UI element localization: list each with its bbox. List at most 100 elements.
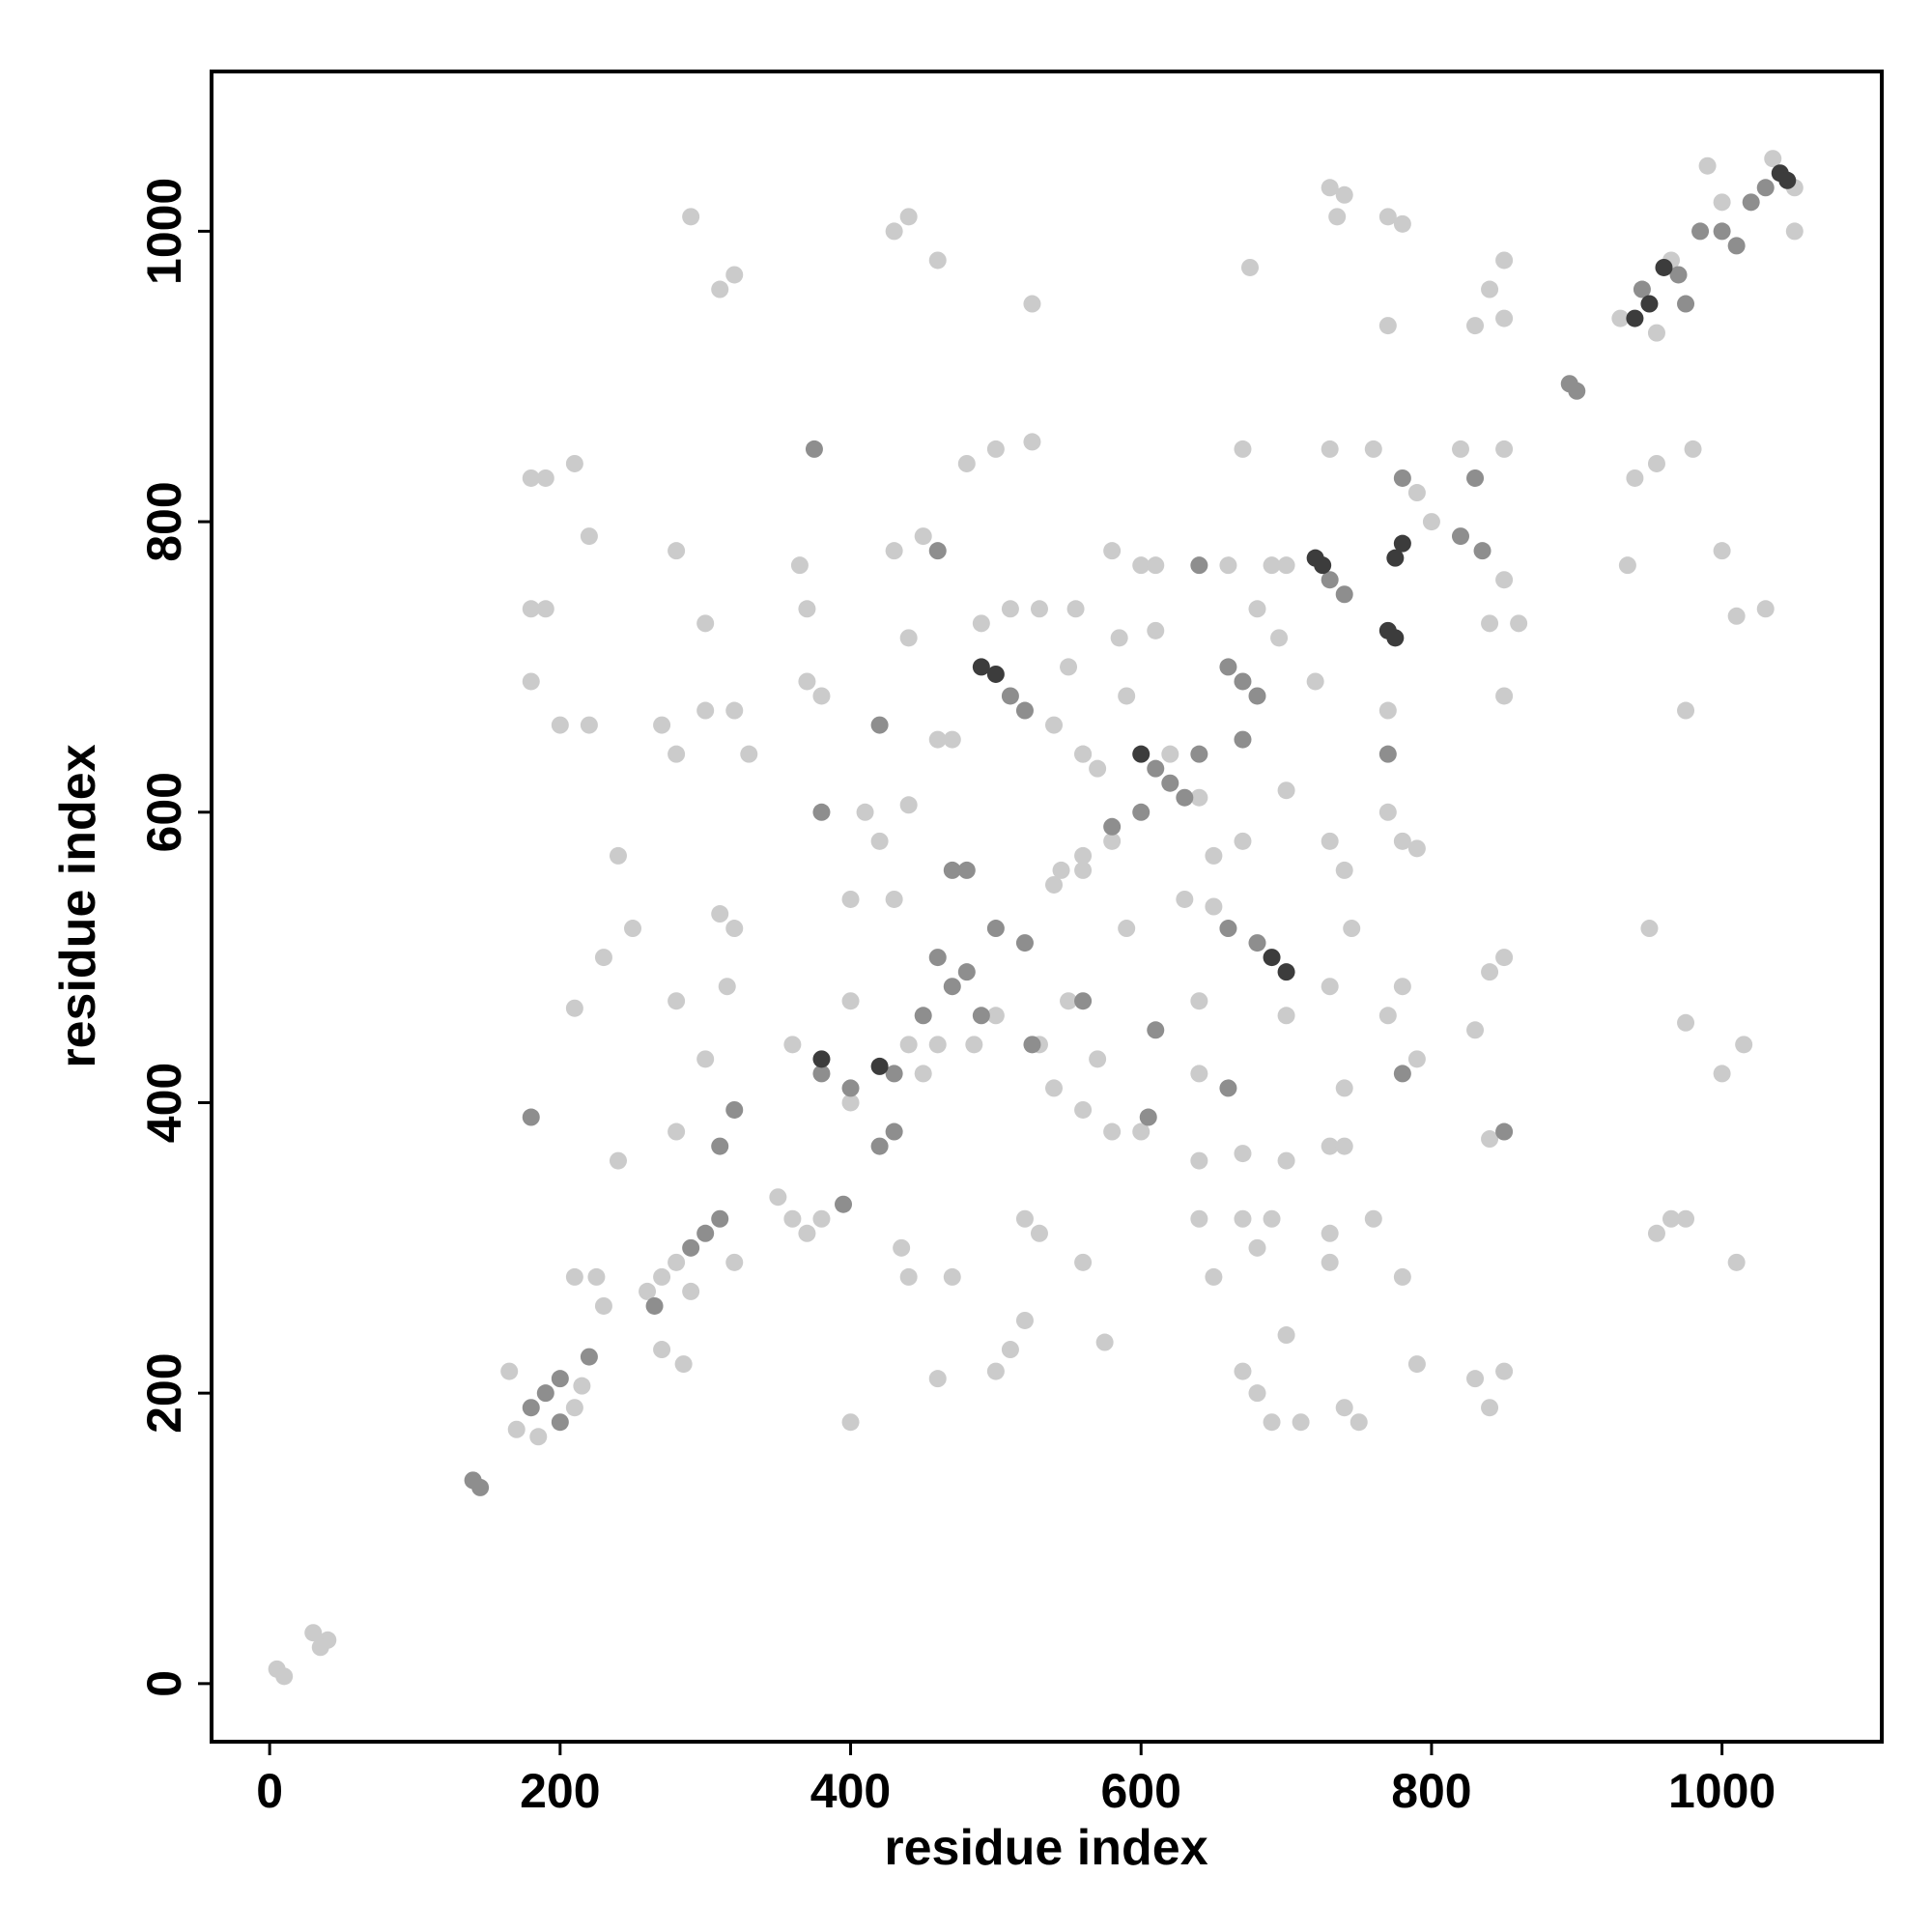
point	[1190, 992, 1208, 1010]
point	[1030, 600, 1048, 618]
point	[1495, 687, 1514, 705]
point	[1727, 1253, 1746, 1271]
point	[1495, 949, 1514, 967]
point	[957, 861, 976, 879]
point	[1001, 687, 1019, 705]
point	[783, 1036, 802, 1054]
point	[957, 454, 976, 472]
point	[1378, 317, 1397, 335]
point	[1713, 542, 1731, 560]
point	[805, 440, 823, 458]
point	[1240, 258, 1259, 276]
point	[1190, 1151, 1208, 1170]
point	[1727, 237, 1746, 255]
point	[1378, 745, 1397, 763]
point	[1190, 556, 1208, 575]
point	[1161, 774, 1179, 792]
point	[668, 992, 686, 1010]
point	[674, 1355, 693, 1374]
point	[1023, 1036, 1041, 1054]
point	[1190, 1209, 1208, 1228]
point	[1335, 185, 1353, 204]
point	[1691, 222, 1710, 241]
point	[1393, 1065, 1411, 1083]
point	[1321, 179, 1339, 197]
point	[1713, 222, 1731, 241]
point	[1132, 556, 1151, 575]
point	[1677, 701, 1695, 720]
point	[1393, 214, 1411, 233]
point	[1451, 527, 1469, 546]
point	[885, 1122, 903, 1141]
point	[1640, 920, 1659, 938]
point	[870, 832, 889, 850]
y-tick-label: 600	[137, 772, 191, 852]
point	[580, 716, 598, 734]
point	[1263, 556, 1281, 575]
point	[1132, 1122, 1151, 1141]
point	[1052, 861, 1070, 879]
point	[1277, 963, 1295, 981]
point	[1495, 571, 1514, 589]
point	[1618, 556, 1636, 575]
point	[1393, 534, 1411, 553]
point	[1378, 208, 1397, 226]
point	[885, 542, 903, 560]
point	[783, 1209, 802, 1228]
point	[1321, 1137, 1339, 1155]
point	[1393, 1267, 1411, 1286]
point	[1190, 745, 1208, 763]
point	[1045, 875, 1064, 894]
point	[1422, 513, 1440, 531]
point	[1176, 788, 1194, 807]
point	[522, 1108, 540, 1126]
point	[1132, 745, 1151, 763]
point	[1292, 1413, 1310, 1432]
point	[1248, 600, 1266, 618]
point	[594, 949, 612, 967]
point	[1045, 716, 1064, 734]
point	[711, 1209, 729, 1228]
x-tick-label: 600	[1101, 1764, 1181, 1818]
point	[580, 527, 598, 546]
point	[870, 1057, 889, 1075]
point	[899, 796, 918, 814]
point	[943, 730, 961, 749]
point	[1662, 1209, 1680, 1228]
x-tick-label: 200	[520, 1764, 600, 1818]
point	[522, 600, 540, 618]
point	[835, 1195, 853, 1213]
point	[522, 1399, 540, 1417]
point	[1132, 803, 1151, 821]
point	[725, 1253, 744, 1271]
point	[1364, 1209, 1382, 1228]
point	[1263, 949, 1281, 967]
point	[841, 1094, 860, 1112]
point	[565, 1399, 583, 1417]
point	[870, 1137, 889, 1155]
point	[1277, 1326, 1295, 1345]
point	[943, 978, 961, 996]
point	[841, 1413, 860, 1432]
plot-frame	[210, 70, 1884, 1744]
point	[1647, 1224, 1665, 1242]
y-tick-label: 1000	[137, 178, 191, 285]
point	[711, 1137, 729, 1155]
point	[551, 1370, 569, 1388]
point	[841, 890, 860, 908]
point	[565, 999, 583, 1017]
point	[812, 803, 831, 821]
point	[682, 1282, 700, 1300]
point	[1321, 1224, 1339, 1242]
point	[653, 1267, 671, 1286]
point	[1451, 440, 1469, 458]
point	[696, 614, 715, 633]
point	[507, 1420, 526, 1438]
point	[522, 469, 540, 487]
point	[1481, 963, 1499, 981]
point	[790, 556, 809, 575]
point	[1147, 759, 1165, 778]
point	[1481, 280, 1499, 298]
point	[1248, 1238, 1266, 1257]
point	[1103, 832, 1122, 850]
